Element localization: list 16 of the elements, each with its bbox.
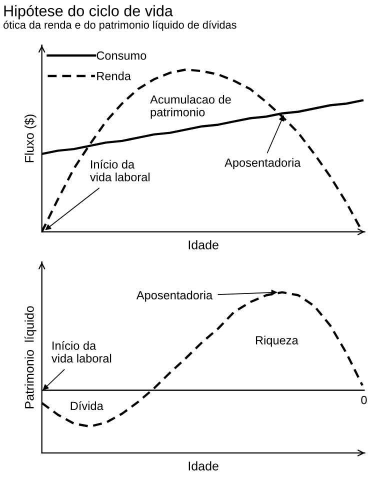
annotation: Início da vida laboral bbox=[90, 160, 150, 182]
annotation: Riqueza bbox=[256, 336, 298, 347]
legend-label: Consumo bbox=[96, 51, 146, 60]
annotation: Acumulacao de patrimonio bbox=[150, 95, 231, 119]
x-axis-title: Idade bbox=[188, 461, 218, 470]
chart-subtitle: ótica da renda e do patrimonio líquido de dívidas bbox=[4, 20, 236, 31]
y-axis-title: Fluxo ($) bbox=[24, 114, 36, 162]
annotation: Aposentadoria bbox=[224, 158, 301, 170]
chart-title: Hipótese do ciclo de vida bbox=[4, 4, 173, 20]
legend-label: Renda bbox=[97, 72, 131, 80]
annotation: 0 bbox=[361, 396, 367, 404]
annotation: Aposentadoria bbox=[136, 290, 213, 302]
annotation: Início da vida laboral bbox=[52, 341, 112, 363]
annotation: Dívida bbox=[70, 401, 104, 410]
y-axis-title: Patrimonio líquido bbox=[24, 306, 36, 408]
x-axis-title: Idade bbox=[188, 240, 218, 250]
